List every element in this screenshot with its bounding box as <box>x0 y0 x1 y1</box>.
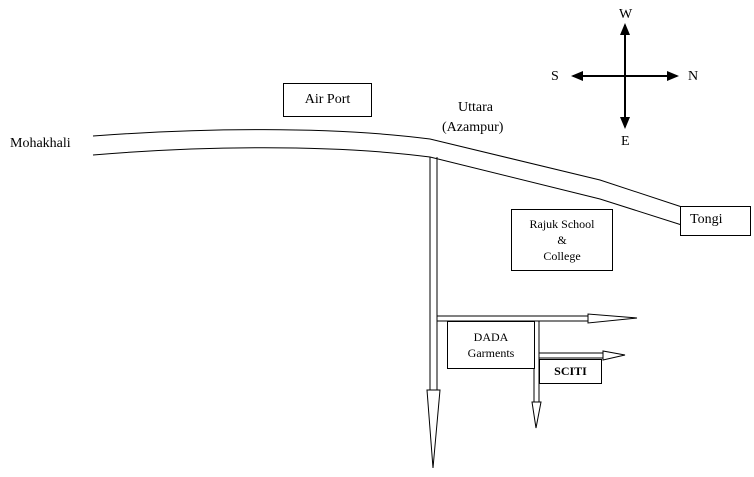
compass-right-letter: N <box>688 69 699 84</box>
dada-garments-box: DADA Garments <box>447 321 535 369</box>
azampur-label: (Azampur) <box>442 120 504 135</box>
sciti-box: SCITI <box>539 359 602 384</box>
compass-left-letter: S <box>551 69 559 84</box>
uttara-label: Uttara <box>458 100 493 115</box>
dada-line1: DADA <box>473 330 509 344</box>
rajuk-line1: Rajuk School <box>529 217 595 231</box>
rajuk-school-box: Rajuk School & College <box>511 209 613 271</box>
rajuk-line3: College <box>543 249 581 263</box>
main-road-lower-edge <box>92 147 689 228</box>
sciti-arrow <box>539 350 626 361</box>
airport-label: Air Port <box>304 92 351 107</box>
compass-rose <box>571 23 679 129</box>
mohakhali-label: Mohakhali <box>10 136 71 151</box>
dada-line2: Garments <box>467 346 515 360</box>
rajuk-line2: & <box>557 233 567 247</box>
tongi-box: Tongi <box>680 206 751 236</box>
main-road-upper-edge <box>92 129 689 210</box>
sciti-label: SCITI <box>554 364 587 378</box>
airport-box: Air Port <box>283 83 372 117</box>
compass-bottom-letter: E <box>621 134 630 149</box>
tongi-label: Tongi <box>690 212 723 227</box>
south-road-arrow <box>426 157 441 469</box>
compass-top-letter: W <box>619 7 633 22</box>
